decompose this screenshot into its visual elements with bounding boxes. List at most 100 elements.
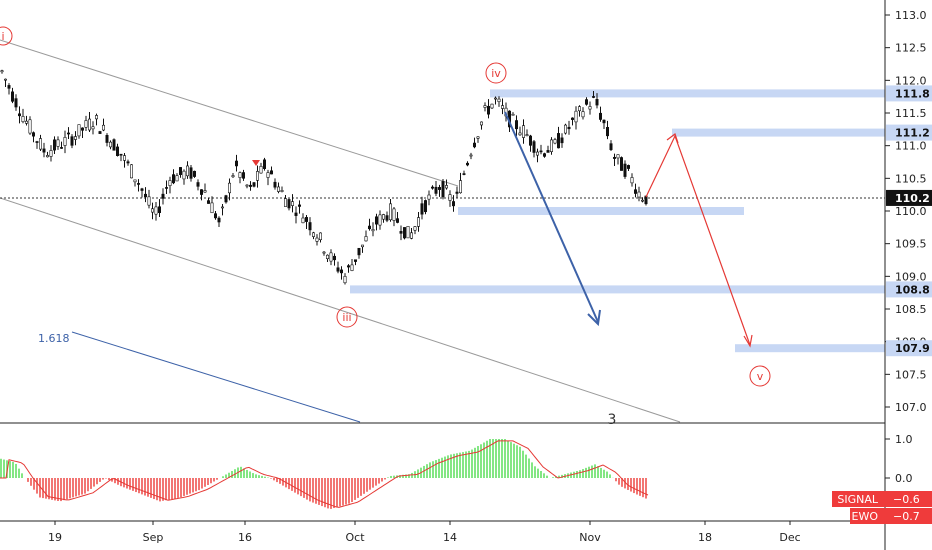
- candle-body: [112, 139, 116, 151]
- candle-body: [130, 164, 134, 179]
- candle-body: [605, 126, 609, 137]
- candle-body: [74, 136, 78, 140]
- candle-body: [374, 216, 378, 225]
- candle-body: [598, 112, 602, 120]
- candle-body: [11, 91, 15, 102]
- time-axis[interactable]: 19 Sep 16 Oct 14 Nov 18 Dec: [48, 521, 801, 544]
- price-label-bg: [886, 189, 932, 206]
- candle-body: [406, 226, 410, 239]
- candle-body: [7, 85, 11, 89]
- candle-body: [437, 187, 441, 190]
- candle-body: [427, 194, 431, 200]
- candle-body: [165, 187, 169, 189]
- ewo-tag-bg: [850, 508, 932, 524]
- ewo-tick-label: 1.0: [895, 433, 913, 446]
- price-label-text: 108.8: [895, 283, 930, 296]
- candle-body: [200, 189, 204, 195]
- ewo-axis[interactable]: 1.0 0.0: [885, 433, 913, 485]
- candle-body: [640, 199, 644, 202]
- candle-body: [245, 184, 249, 187]
- red-arrow-head-2: [743, 334, 753, 348]
- candle-body: [395, 218, 399, 223]
- candle-body: [388, 203, 392, 221]
- candle-body: [189, 167, 193, 179]
- fib-label: 1.618: [38, 332, 70, 345]
- blue-arrow-head: [587, 309, 601, 327]
- candle-body: [217, 217, 221, 223]
- candle-body: [581, 111, 585, 118]
- price-tick-label: 113.0: [895, 9, 927, 22]
- candle-body: [4, 78, 8, 81]
- candle-body: [584, 99, 588, 105]
- candle-body: [420, 203, 424, 215]
- time-tick-label: 16: [238, 531, 252, 544]
- candle-body: [304, 217, 308, 222]
- candle-body: [633, 189, 637, 194]
- candle-body: [339, 269, 343, 274]
- candle-body: [154, 206, 158, 215]
- price-tick-label: 111.5: [895, 107, 927, 120]
- candle-body: [455, 191, 459, 194]
- candle-body: [235, 160, 239, 167]
- candle-body: [161, 193, 165, 199]
- signal-tag-label: SIGNAL: [837, 493, 879, 506]
- candle-body: [186, 165, 190, 177]
- candle-body: [95, 115, 99, 120]
- candle-body: [59, 147, 63, 149]
- candle-body: [179, 167, 183, 175]
- candle-body: [116, 146, 120, 156]
- candle-body: [70, 136, 74, 146]
- candle-body: [273, 181, 277, 188]
- wave-label-iv-text: iv: [491, 67, 501, 80]
- candle-body: [21, 116, 25, 123]
- time-tick-label: 19: [48, 531, 62, 544]
- candle-body: [434, 186, 438, 194]
- wave-label-i-text: i: [1, 30, 4, 43]
- candle-body: [539, 150, 543, 153]
- time-tick-label: Sep: [143, 531, 164, 544]
- candle-body: [266, 172, 270, 178]
- candle-body: [31, 132, 35, 137]
- wave-label-v: v: [749, 365, 771, 387]
- time-tick-label: Dec: [779, 531, 800, 544]
- price-tick-label: 109.5: [895, 238, 927, 251]
- candle-body: [290, 201, 294, 206]
- candle-body: [269, 170, 273, 175]
- wave-labels: i iii iv v 3: [0, 26, 771, 428]
- candle-body: [137, 183, 141, 185]
- candle-body: [175, 175, 179, 182]
- candle-body: [231, 175, 235, 178]
- price-tick-label: 111.0: [895, 140, 927, 153]
- candle-body: [486, 105, 490, 115]
- price-label-text: 111.2: [895, 127, 930, 140]
- price-zones: [350, 89, 885, 353]
- candle-body: [77, 124, 81, 137]
- price-axis[interactable]: 113.0 112.5 112.0 111.5 111.0 110.5 110.0 109.5…: [885, 9, 927, 414]
- candle-body: [525, 134, 529, 136]
- candle-body: [228, 182, 232, 194]
- wave-label-3: 3: [608, 412, 617, 428]
- candle-body: [0, 70, 4, 73]
- candle-body: [193, 170, 197, 177]
- candle-body: [119, 153, 123, 156]
- price-label-bg: [886, 124, 932, 141]
- candle-body: [350, 264, 354, 271]
- wave-label-iv: iv: [485, 62, 507, 84]
- channel-upper-line: [0, 39, 459, 187]
- candle-body: [357, 247, 361, 256]
- candle-body: [367, 225, 371, 230]
- candle-body: [14, 98, 18, 108]
- candle-body: [38, 138, 42, 150]
- candle-body: [249, 184, 253, 187]
- ewo-tag-label: EWO: [852, 510, 879, 523]
- candle-body: [238, 172, 242, 178]
- candle-body: [168, 180, 172, 186]
- candle-body: [224, 195, 228, 203]
- candle-body: [402, 227, 406, 239]
- candle-body: [52, 139, 56, 151]
- candle-body: [123, 155, 127, 161]
- candle-body: [528, 135, 532, 146]
- candle-body: [294, 212, 298, 216]
- candle-body: [542, 153, 546, 157]
